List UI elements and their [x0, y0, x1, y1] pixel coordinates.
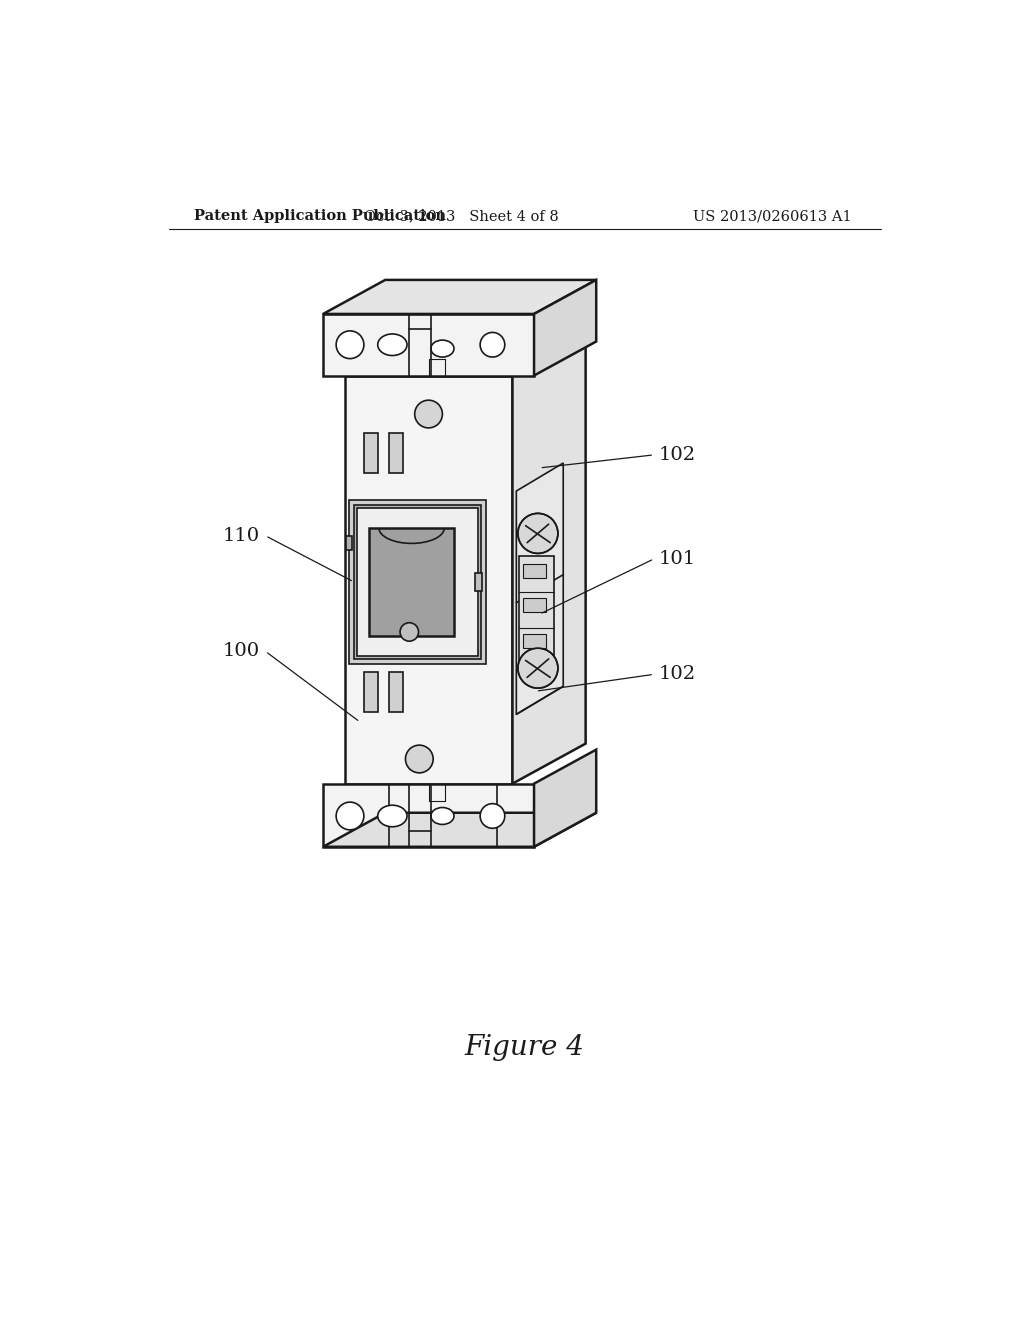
Text: 110: 110 [223, 527, 260, 545]
Bar [346, 536, 352, 549]
Bar [349, 500, 485, 664]
Circle shape [518, 648, 558, 688]
Bar [523, 564, 547, 578]
Bar [523, 598, 547, 612]
Ellipse shape [431, 808, 454, 825]
Circle shape [480, 804, 505, 829]
Polygon shape [345, 376, 512, 784]
Polygon shape [535, 750, 596, 847]
Ellipse shape [378, 334, 407, 355]
Bar [519, 557, 554, 664]
Bar [370, 528, 454, 636]
Bar [364, 672, 378, 711]
Ellipse shape [431, 341, 454, 358]
Text: 101: 101 [658, 550, 696, 568]
Text: Figure 4: Figure 4 [465, 1035, 585, 1061]
Text: 102: 102 [658, 446, 696, 463]
Polygon shape [345, 335, 586, 376]
Bar [389, 433, 403, 474]
Circle shape [415, 400, 442, 428]
Polygon shape [323, 784, 535, 847]
Text: Patent Application Publication: Patent Application Publication [194, 209, 445, 223]
Text: US 2013/0260613 A1: US 2013/0260613 A1 [692, 209, 851, 223]
Circle shape [336, 331, 364, 359]
Bar [354, 506, 481, 659]
Polygon shape [516, 463, 563, 714]
Text: Oct. 3, 2013   Sheet 4 of 8: Oct. 3, 2013 Sheet 4 of 8 [365, 209, 559, 223]
Text: 102: 102 [658, 665, 696, 684]
Bar [389, 672, 403, 711]
Circle shape [480, 333, 505, 358]
Circle shape [400, 623, 419, 642]
Circle shape [406, 744, 433, 774]
Polygon shape [323, 280, 596, 314]
Bar [475, 573, 482, 591]
Bar [523, 635, 547, 648]
Bar [364, 433, 378, 474]
Polygon shape [323, 813, 596, 847]
Polygon shape [323, 314, 535, 376]
Circle shape [518, 513, 558, 553]
Text: 100: 100 [223, 643, 260, 660]
Polygon shape [535, 280, 596, 376]
Polygon shape [512, 335, 586, 784]
Ellipse shape [378, 805, 407, 826]
Circle shape [336, 803, 364, 830]
Bar [357, 508, 478, 656]
